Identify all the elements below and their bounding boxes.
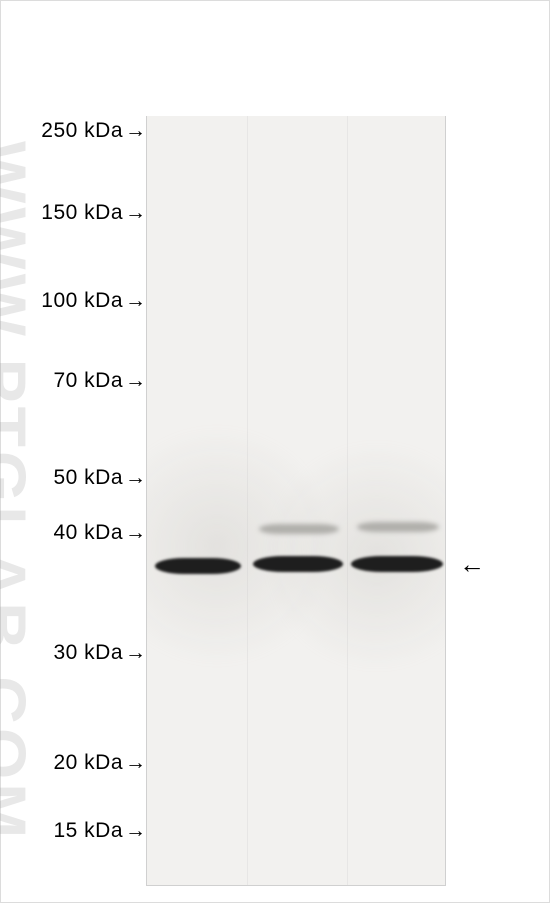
arrow-right-icon: → [125, 119, 146, 143]
mw-value: 150 kDa [41, 201, 123, 225]
mw-value: 15 kDa [53, 819, 123, 843]
target-band-arrow-icon: ← [459, 549, 485, 580]
western-blot-figure: WWW.PTGLAB.COM A431 A549 mouse spleen .l… [0, 0, 550, 903]
arrow-right-icon: → [125, 466, 146, 490]
mw-marker-50: 50 kDa → [53, 466, 146, 490]
band-main-lane2 [253, 556, 343, 572]
arrow-right-icon: → [125, 819, 146, 843]
arrow-right-icon: → [125, 289, 146, 313]
mw-marker-150: 150 kDa → [41, 201, 146, 225]
mw-marker-40: 40 kDa → [53, 521, 146, 545]
band-faint-lane3 [357, 522, 439, 532]
mw-value: 70 kDa [53, 369, 123, 393]
band-main-lane3 [351, 556, 443, 572]
mw-value: 50 kDa [53, 466, 123, 490]
mw-value: 30 kDa [53, 641, 123, 665]
mw-marker-20: 20 kDa → [53, 751, 146, 775]
mw-marker-250: 250 kDa → [41, 119, 146, 143]
mw-value: 250 kDa [41, 119, 123, 143]
arrow-right-icon: → [125, 751, 146, 775]
mw-value: 20 kDa [53, 751, 123, 775]
lane-labels-group: A431 A549 mouse spleen [146, 1, 526, 116]
arrow-right-icon: → [125, 369, 146, 393]
mw-marker-15: 15 kDa → [53, 819, 146, 843]
mw-value: 40 kDa [53, 521, 123, 545]
mw-marker-70: 70 kDa → [53, 369, 146, 393]
mw-marker-100: 100 kDa → [41, 289, 146, 313]
arrow-right-icon: → [125, 201, 146, 225]
arrow-right-icon: → [125, 521, 146, 545]
band-main-lane1 [155, 558, 241, 574]
watermark-text: WWW.PTGLAB.COM [0, 141, 41, 842]
mw-value: 100 kDa [41, 289, 123, 313]
blot-membrane [146, 116, 446, 886]
mw-marker-30: 30 kDa → [53, 641, 146, 665]
band-faint-lane2 [259, 524, 339, 534]
arrow-right-icon: → [125, 641, 146, 665]
